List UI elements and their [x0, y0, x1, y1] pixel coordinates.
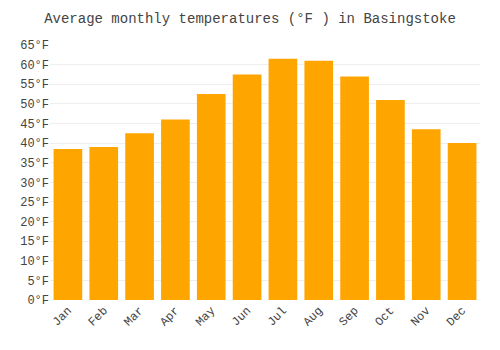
svg-text:Feb: Feb [86, 304, 111, 329]
svg-text:55°F: 55°F [20, 78, 49, 92]
svg-text:Oct: Oct [372, 304, 397, 329]
svg-text:50°F: 50°F [20, 98, 49, 112]
svg-text:5°F: 5°F [27, 275, 49, 289]
svg-text:65°F: 65°F [20, 39, 49, 53]
svg-text:40°F: 40°F [20, 137, 49, 151]
svg-text:Average monthly temperatures (: Average monthly temperatures (°F ) in Ba… [44, 11, 456, 27]
svg-text:Aug: Aug [301, 304, 326, 329]
svg-text:10°F: 10°F [20, 255, 49, 269]
svg-text:Nov: Nov [408, 304, 433, 329]
svg-text:60°F: 60°F [20, 59, 49, 73]
svg-text:Mar: Mar [121, 304, 146, 329]
svg-text:Jan: Jan [50, 304, 75, 329]
svg-text:0°F: 0°F [27, 294, 49, 308]
svg-text:15°F: 15°F [20, 235, 49, 249]
svg-text:Sep: Sep [336, 304, 361, 329]
svg-text:45°F: 45°F [20, 118, 49, 132]
svg-text:Jun: Jun [229, 304, 254, 329]
svg-text:Jul: Jul [265, 304, 290, 329]
svg-text:May: May [193, 304, 218, 329]
svg-text:Dec: Dec [444, 304, 469, 329]
svg-text:30°F: 30°F [20, 177, 49, 191]
svg-text:35°F: 35°F [20, 157, 49, 171]
svg-text:Apr: Apr [157, 304, 182, 329]
svg-text:25°F: 25°F [20, 196, 49, 210]
svg-text:20°F: 20°F [20, 216, 49, 230]
